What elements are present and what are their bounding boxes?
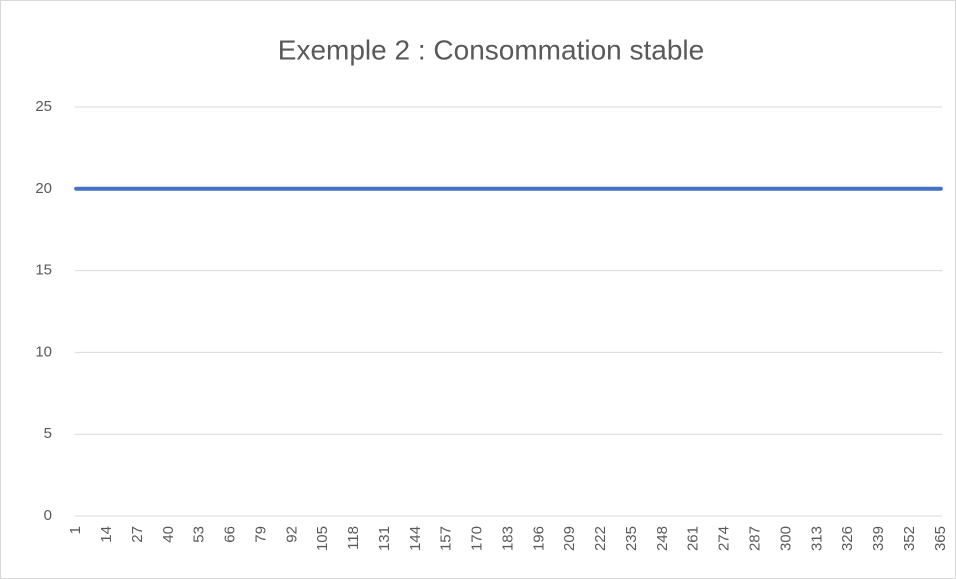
x-tick-label: 209 bbox=[561, 526, 578, 551]
x-tick-label: 118 bbox=[345, 526, 362, 550]
x-tick-label: 92 bbox=[283, 526, 300, 543]
x-tick-label: 248 bbox=[654, 526, 671, 551]
x-tick-label: 144 bbox=[407, 526, 424, 551]
y-tick-label: 20 bbox=[35, 180, 52, 197]
x-tick-label: 352 bbox=[901, 526, 918, 551]
x-tick-label: 339 bbox=[870, 526, 887, 551]
x-tick-label: 300 bbox=[777, 526, 794, 551]
y-tick-label: 15 bbox=[35, 262, 52, 279]
x-tick-label: 183 bbox=[499, 526, 516, 551]
x-tick-label: 157 bbox=[438, 526, 455, 551]
x-tick-label: 1 bbox=[67, 526, 84, 534]
y-tick-label: 25 bbox=[35, 98, 52, 115]
x-tick-label: 313 bbox=[808, 526, 825, 551]
x-tick-label: 105 bbox=[314, 526, 331, 551]
x-tick-label: 235 bbox=[623, 526, 640, 551]
x-tick-label: 53 bbox=[191, 526, 208, 543]
x-tick-label: 261 bbox=[685, 526, 702, 551]
x-tick-label: 326 bbox=[839, 526, 856, 551]
x-tick-label: 170 bbox=[469, 526, 486, 551]
x-tick-label: 196 bbox=[530, 526, 547, 551]
x-tick-label: 287 bbox=[747, 526, 764, 551]
x-tick-label: 40 bbox=[160, 526, 177, 543]
x-tick-label: 66 bbox=[222, 526, 239, 543]
x-tick-label: 274 bbox=[716, 526, 733, 551]
x-tick-label: 365 bbox=[932, 526, 949, 551]
y-tick-label: 5 bbox=[44, 425, 52, 442]
x-tick-label: 131 bbox=[376, 526, 393, 551]
x-tick-label: 27 bbox=[129, 526, 146, 543]
y-tick-label: 10 bbox=[35, 343, 52, 360]
x-tick-label: 14 bbox=[98, 526, 115, 543]
chart-title: Exemple 2 : Consommation stable bbox=[278, 34, 704, 65]
x-tick-label: 222 bbox=[592, 526, 609, 551]
y-tick-label: 0 bbox=[44, 507, 52, 524]
x-tick-label: 79 bbox=[252, 526, 269, 543]
